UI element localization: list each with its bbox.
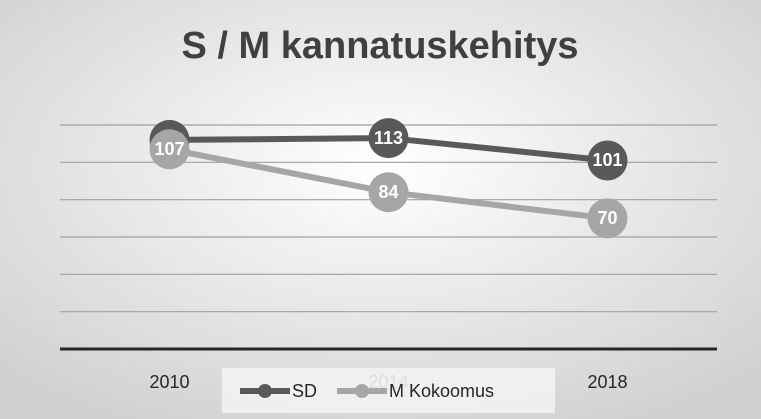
data-label: 107 (154, 139, 184, 159)
marker (587, 198, 628, 239)
legend-marker (355, 384, 370, 398)
chart-title: S / M kannatuskehitys (181, 25, 578, 67)
marker (368, 172, 409, 213)
x-tick-label: 2018 (587, 372, 627, 392)
x-tick-label: 2010 (149, 372, 189, 392)
marker (149, 129, 190, 170)
data-label: 84 (378, 182, 398, 202)
marker (587, 140, 628, 181)
legend-marker (258, 384, 272, 398)
data-label: 101 (592, 150, 622, 170)
legend-label: M Kokoomus (389, 381, 494, 401)
legend-label: SD (292, 381, 317, 401)
data-label: 70 (597, 208, 617, 228)
data-label: 113 (374, 128, 403, 148)
marker (368, 118, 409, 159)
